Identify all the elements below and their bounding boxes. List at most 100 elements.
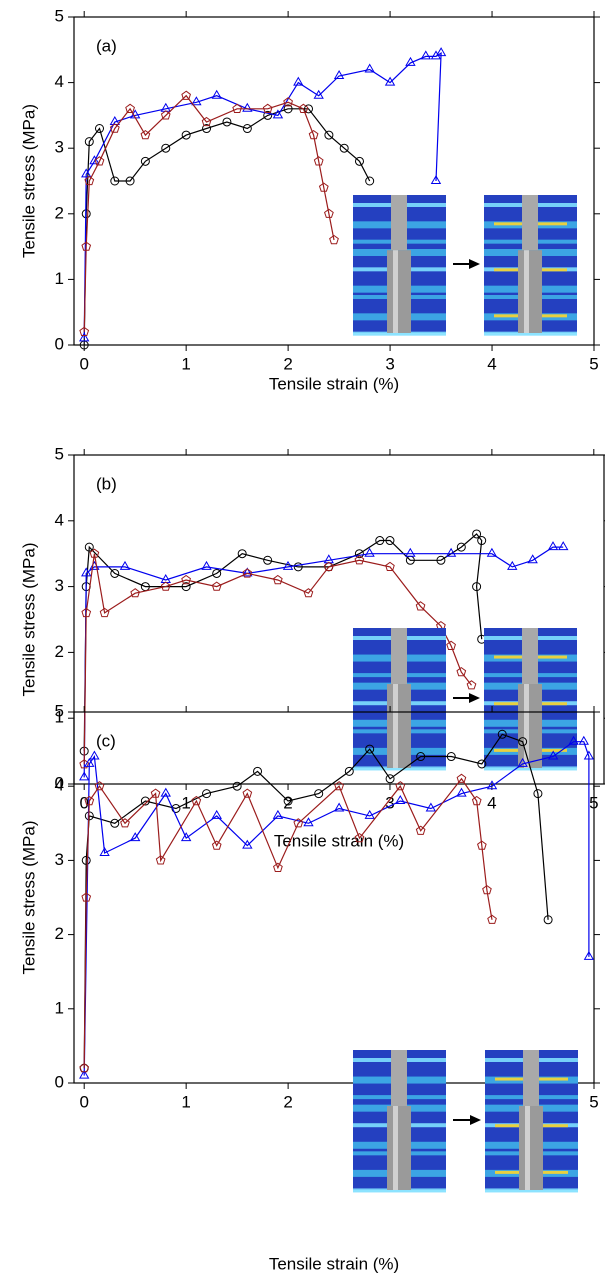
data-point <box>263 555 273 565</box>
data-point <box>89 155 100 165</box>
data-point <box>81 892 92 902</box>
data-point <box>548 750 559 760</box>
data-point <box>160 787 171 797</box>
data-point <box>242 788 253 798</box>
inset-rod <box>387 684 411 768</box>
series-line <box>83 553 472 765</box>
inset-rod <box>518 250 542 333</box>
data-point <box>420 50 431 60</box>
data-point <box>293 562 303 572</box>
data-point <box>222 117 232 127</box>
data-point <box>558 541 569 551</box>
data-point <box>308 129 319 140</box>
data-point <box>84 542 94 552</box>
x-tick-label: 2 <box>283 793 292 812</box>
data-point <box>324 208 334 218</box>
data-point <box>273 574 283 585</box>
data-point <box>385 536 395 546</box>
data-point <box>211 840 222 850</box>
data-point <box>472 582 482 592</box>
series-line <box>83 777 493 1069</box>
y-tick-label: 0 <box>55 334 64 353</box>
y-axis-label: Tensile stress (MPa) <box>19 543 38 697</box>
data-point <box>140 156 150 166</box>
data-point <box>405 547 416 557</box>
data-point <box>486 547 498 557</box>
series-line <box>83 51 442 339</box>
data-point <box>201 560 212 570</box>
data-point <box>344 766 354 776</box>
data-point <box>324 130 334 140</box>
data-point <box>79 1063 90 1073</box>
data-point <box>354 555 365 565</box>
data-point <box>339 143 349 153</box>
data-point <box>282 560 294 570</box>
data-point <box>253 766 263 776</box>
data-point <box>94 124 104 134</box>
data-point <box>79 1069 90 1079</box>
x-tick-label: 0 <box>79 793 88 812</box>
data-point <box>293 818 304 828</box>
data-point <box>354 832 365 843</box>
x-tick-label: 4 <box>487 354 496 373</box>
data-point <box>79 771 90 781</box>
inset-rod <box>393 250 398 333</box>
data-point <box>94 156 105 166</box>
data-point <box>329 234 339 245</box>
x-tick-label: 5 <box>589 1092 598 1111</box>
plot-frame <box>73 711 595 1084</box>
inset-band <box>353 331 446 336</box>
data-point <box>333 69 345 79</box>
data-point <box>84 795 95 806</box>
data-point <box>313 89 324 99</box>
data-point <box>110 176 120 186</box>
data-point <box>242 567 253 577</box>
data-point <box>160 581 171 591</box>
data-point <box>365 744 375 754</box>
inset-rod <box>523 1050 539 1106</box>
y-tick-label: 2 <box>55 203 64 222</box>
data-point <box>191 795 202 806</box>
data-point <box>202 124 212 134</box>
data-point <box>416 752 426 762</box>
data-point <box>79 332 90 342</box>
data-point <box>140 796 150 806</box>
data-point <box>435 47 447 57</box>
data-point <box>201 116 212 127</box>
data-point <box>242 124 252 134</box>
data-point <box>155 855 166 865</box>
data-point <box>181 574 191 585</box>
data-point <box>211 89 222 99</box>
inset-rod <box>391 195 407 251</box>
y-tick-label: 3 <box>55 576 64 595</box>
y-tick-label: 4 <box>55 776 64 795</box>
data-point <box>405 56 416 66</box>
data-point <box>181 130 191 140</box>
data-point <box>211 581 222 591</box>
data-point <box>430 175 442 184</box>
data-point <box>436 555 446 565</box>
data-point <box>120 818 130 828</box>
data-point <box>445 547 457 557</box>
inset-rod <box>522 195 538 251</box>
inset-rod <box>522 628 538 684</box>
inset-arrow-head <box>469 693 480 703</box>
x-tick-label: 4 <box>487 793 496 812</box>
data-point <box>533 789 543 799</box>
inset-rod <box>524 250 529 333</box>
y-tick-label: 3 <box>55 138 64 157</box>
panel-label: (a) <box>96 36 117 55</box>
data-point <box>471 795 482 806</box>
x-tick-label: 3 <box>385 793 394 812</box>
y-tick-label: 3 <box>55 850 64 869</box>
plot-frame <box>73 454 605 785</box>
data-point <box>477 759 487 769</box>
data-point <box>314 789 324 799</box>
inset-rod <box>524 684 529 768</box>
data-point <box>547 541 559 551</box>
inset-band <box>485 1188 578 1193</box>
data-point <box>191 96 202 106</box>
x-axis-label: Tensile strain (%) <box>274 831 404 850</box>
data-point <box>395 781 406 791</box>
data-point <box>482 884 492 895</box>
